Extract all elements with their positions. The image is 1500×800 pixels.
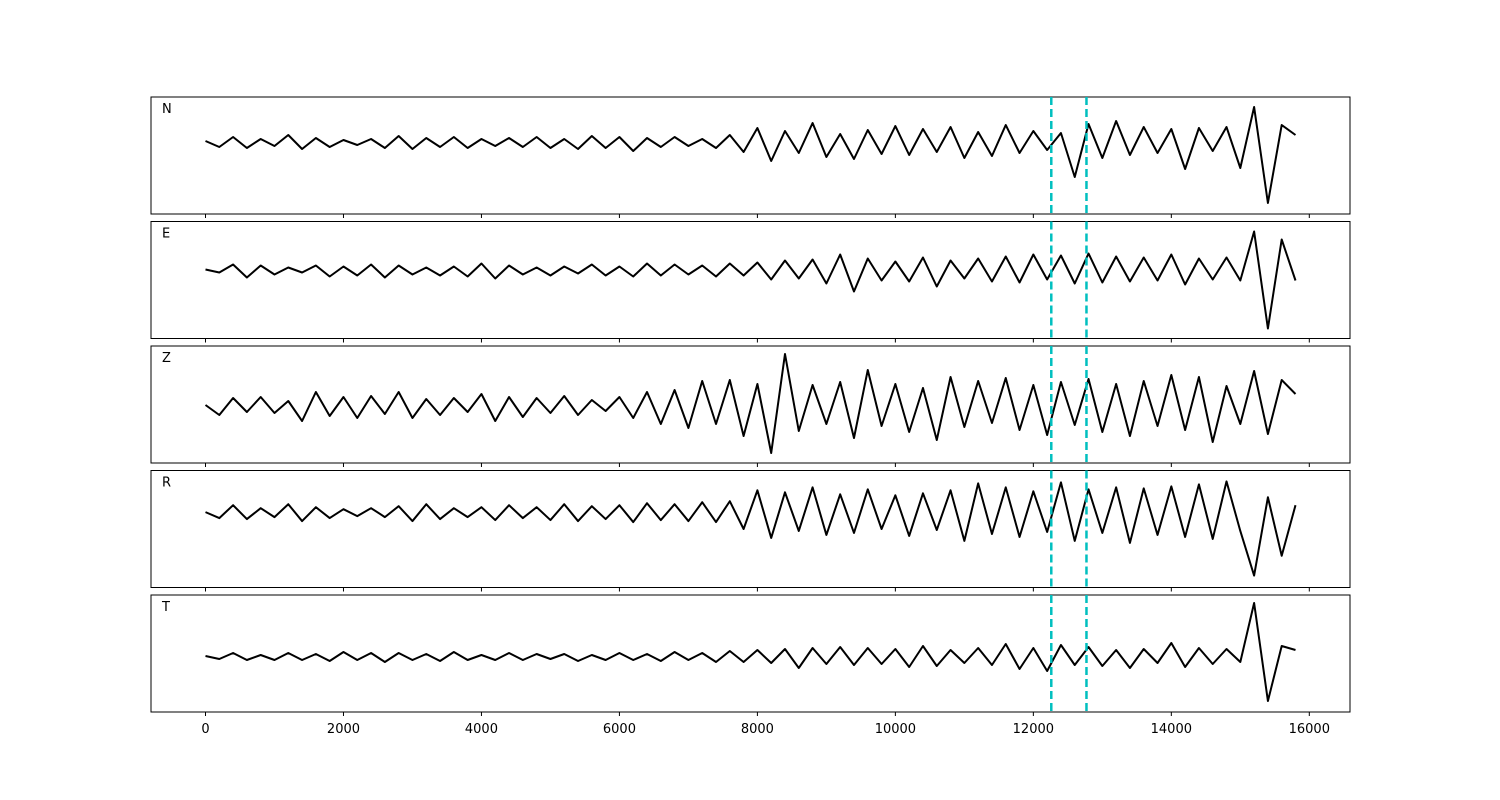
panel-frame [150, 470, 1351, 588]
trace [205, 602, 1296, 702]
x-tick-label: 4000 [465, 722, 498, 737]
panel-label: E [162, 227, 170, 242]
panel-label: Z [162, 351, 171, 366]
x-tick-label: 8000 [741, 722, 774, 737]
panel-label: R [162, 476, 171, 491]
panel-label: N [162, 102, 172, 117]
x-tick-label: 2000 [327, 722, 360, 737]
x-tick-label: 0 [201, 722, 209, 737]
trace [204, 353, 1297, 454]
x-tick-label: 14000 [1151, 722, 1192, 737]
panel-frame [150, 221, 1351, 339]
panel-frame [150, 96, 1351, 215]
panel-frame [150, 345, 1351, 464]
trace [205, 230, 1297, 330]
x-tick-label: 6000 [603, 722, 636, 737]
trace [205, 480, 1297, 577]
trace [205, 106, 1297, 204]
panel-frame [150, 594, 1351, 713]
x-tick-label: 10000 [875, 722, 916, 737]
x-tick-label: 16000 [1289, 722, 1330, 737]
x-tick-label: 12000 [1013, 722, 1054, 737]
panel-label: T [161, 600, 170, 615]
